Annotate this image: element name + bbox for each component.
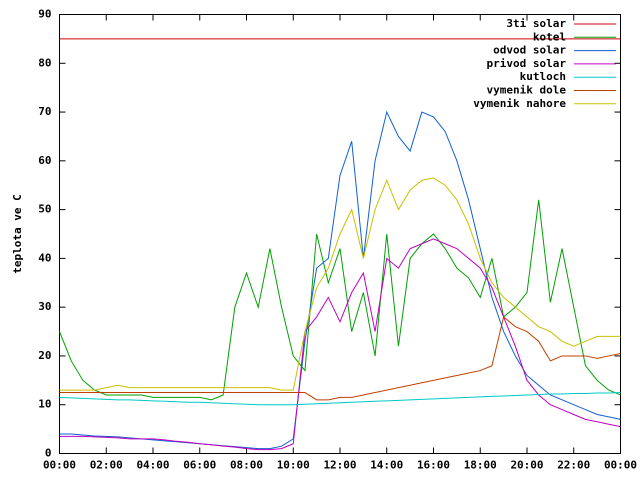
legend-label: vymenik dole [487, 84, 567, 97]
x-tick-label: 06:00 [183, 459, 216, 472]
y-tick-label: 30 [38, 300, 51, 313]
series-line [59, 316, 621, 401]
x-tick-label: 14:00 [370, 459, 403, 472]
y-tick-label: 80 [38, 56, 51, 69]
x-tick-label: 00:00 [43, 459, 76, 472]
y-tick-label: 50 [38, 203, 51, 216]
y-tick-label: 20 [38, 349, 51, 362]
x-tick-label: 12:00 [323, 459, 356, 472]
x-tick-label: 16:00 [417, 459, 450, 472]
series-line [59, 110, 621, 450]
y-tick-label: 0 [45, 447, 52, 460]
y-tick-label: 40 [38, 251, 51, 264]
series-line [59, 238, 621, 451]
x-tick-label: 04:00 [136, 459, 169, 472]
y-axis-label: teplota ve C [11, 194, 24, 273]
y-tick-label: 70 [38, 105, 51, 118]
y-tick-label: 60 [38, 154, 51, 167]
legend-label: kotel [533, 30, 566, 43]
y-tick-label: 90 [38, 8, 51, 21]
series-line [59, 177, 621, 391]
series-line [59, 392, 621, 406]
x-tick-label: 20:00 [510, 459, 543, 472]
legend-label: odvod solar [493, 44, 566, 57]
x-tick-label: 18:00 [464, 459, 497, 472]
legend-label: kutloch [520, 70, 566, 83]
x-tick-label: 22:00 [557, 459, 590, 472]
legend-label: privod solar [487, 57, 567, 70]
legend-label: 3ti solar [506, 17, 566, 30]
x-tick-label: 02:00 [90, 459, 123, 472]
legend-label: vymenik nahore [473, 97, 566, 110]
x-tick-label: 00:00 [604, 459, 637, 472]
x-tick-label: 10:00 [277, 459, 310, 472]
y-tick-label: 10 [38, 398, 51, 411]
series-line [59, 199, 621, 401]
x-tick-label: 08:00 [230, 459, 263, 472]
